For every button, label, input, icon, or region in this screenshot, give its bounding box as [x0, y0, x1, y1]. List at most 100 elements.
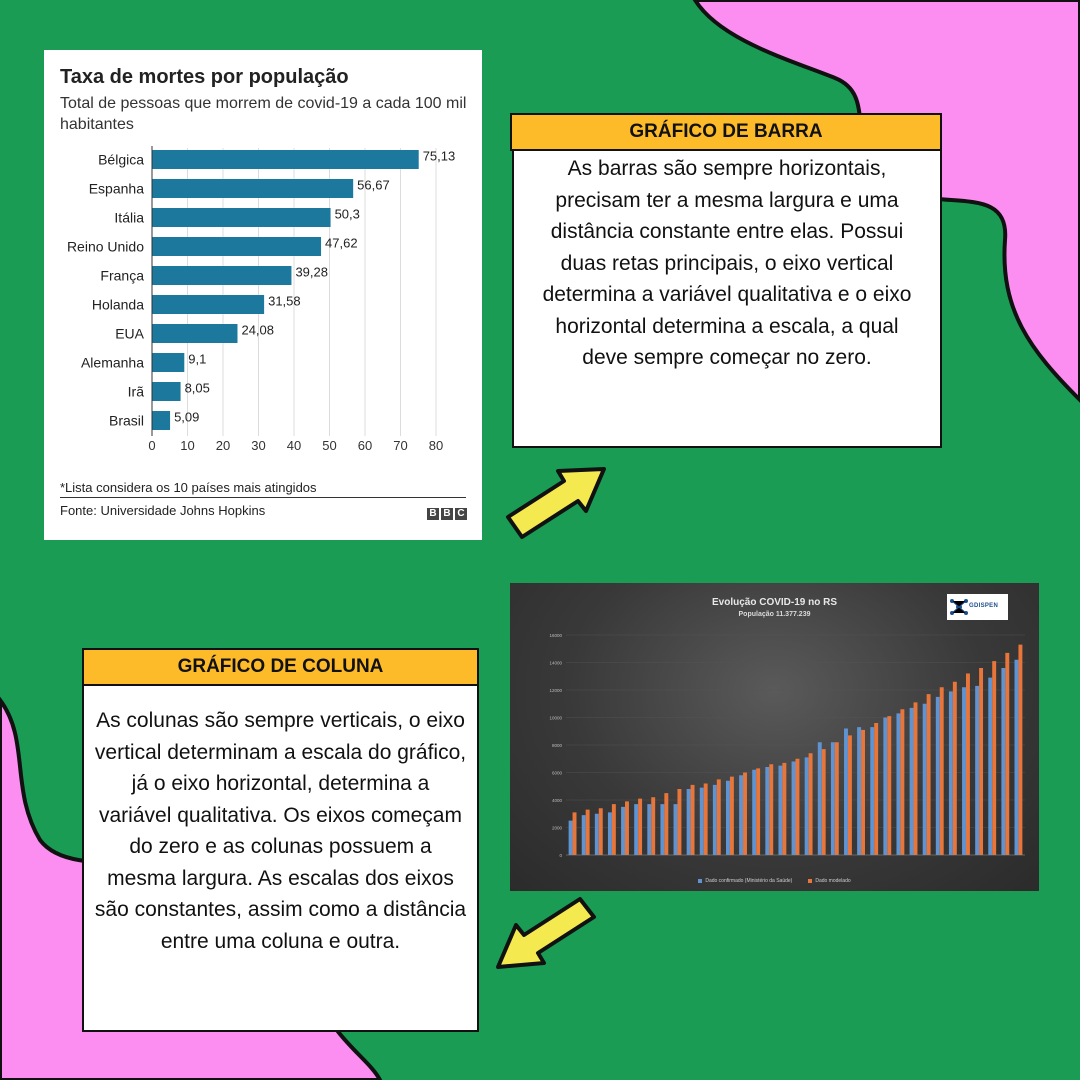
column — [677, 789, 682, 855]
x-tick-label: 30 — [251, 438, 265, 453]
column — [909, 707, 914, 855]
category-label: EUA — [115, 326, 144, 342]
bar-panel-header: GRÁFICO DE BARRA — [510, 113, 942, 151]
value-label: 39,28 — [295, 265, 328, 280]
gdispen-logo-text: GDISPEN — [969, 603, 999, 609]
column — [598, 808, 603, 855]
bar-chart-title: Taxa de mortes por população — [60, 66, 349, 88]
y-tick-label: 8000 — [552, 743, 563, 748]
value-label: 56,67 — [357, 178, 390, 193]
column — [795, 758, 800, 855]
column — [673, 804, 678, 855]
column — [778, 765, 783, 855]
legend-label: Dado confirmado (Ministério da Saúde) — [705, 878, 793, 884]
legend-label: Dado modelado — [815, 878, 851, 884]
y-tick-label: 16000 — [549, 633, 562, 638]
column — [651, 797, 656, 855]
bbc-logo-letter: B — [441, 508, 453, 520]
bar — [152, 237, 322, 256]
column — [791, 761, 796, 855]
y-tick-label: 12000 — [549, 688, 562, 693]
value-label: 5,09 — [174, 410, 199, 425]
column — [870, 727, 875, 855]
category-label: Reino Unido — [67, 239, 144, 255]
column-panel-text: As colunas são sempre verticais, o eixo … — [94, 709, 467, 953]
column — [634, 804, 639, 855]
bar — [152, 295, 265, 314]
column-chart-legend: Dado confirmado (Ministério da Saúde) Da… — [510, 878, 1039, 884]
column — [830, 742, 835, 855]
column — [975, 685, 980, 855]
column — [1005, 652, 1010, 855]
legend-item-modeled: Dado modelado — [808, 878, 851, 884]
column-panel-box: As colunas são sempre verticais, o eixo … — [82, 684, 479, 1032]
column — [821, 749, 826, 855]
column — [900, 709, 905, 855]
column — [690, 784, 695, 855]
column — [752, 769, 757, 855]
bar-chart-note: *Lista considera os 10 países mais ating… — [60, 480, 317, 495]
x-tick-label: 60 — [358, 438, 372, 453]
bbc-logo-letter: B — [427, 508, 439, 520]
column — [660, 804, 665, 855]
column — [703, 783, 708, 855]
bar — [152, 179, 354, 198]
column — [568, 820, 573, 855]
bar-chart-plot: 0 10 20 30 40 50 60 70 80 Bélgica 75,13 Espanha 56,6… — [67, 146, 456, 453]
column — [712, 784, 717, 855]
column — [861, 729, 866, 855]
column — [922, 703, 927, 855]
bar — [152, 324, 238, 343]
column — [572, 812, 577, 855]
bar-chart-source: Fonte: Universidade Johns Hopkins — [60, 503, 266, 518]
category-label: Espanha — [89, 181, 144, 197]
column — [756, 768, 761, 855]
column — [585, 809, 590, 855]
column — [948, 691, 953, 855]
y-tick-label: 6000 — [552, 771, 563, 776]
column — [988, 677, 993, 855]
category-label: Bélgica — [98, 152, 144, 168]
column-panel-header: GRÁFICO DE COLUNA — [82, 648, 479, 686]
column — [716, 779, 721, 855]
bar-panel-text: As barras são sempre horizontais, precis… — [542, 157, 912, 369]
column — [965, 673, 970, 855]
column — [625, 801, 629, 855]
column — [1018, 644, 1023, 855]
legend-item-confirmed: Dado confirmado (Ministério da Saúde) — [698, 878, 792, 884]
value-label: 31,58 — [268, 294, 301, 309]
column — [847, 735, 852, 855]
value-label: 75,13 — [423, 149, 456, 164]
bar — [152, 382, 181, 401]
bar — [152, 266, 292, 285]
column — [883, 717, 888, 855]
legend-swatch — [808, 878, 813, 883]
column-chart-title: Evolução COVID-19 no RS — [711, 597, 838, 608]
column — [844, 728, 848, 855]
bar — [152, 353, 185, 372]
bar-chart-divider — [60, 497, 466, 498]
column — [817, 742, 822, 855]
column — [962, 687, 966, 855]
y-tick-label: 14000 — [549, 661, 562, 666]
column — [611, 804, 616, 855]
bar-chart-panel: Taxa de mortes por população Total de pe… — [44, 50, 482, 540]
column — [664, 793, 669, 855]
bar-panel-box: As barras são sempre horizontais, precis… — [512, 149, 942, 448]
column-chart-subtitle: População 11.377.239 — [738, 611, 811, 618]
bar — [152, 208, 331, 227]
x-tick-label: 10 — [180, 438, 194, 453]
column — [926, 694, 931, 855]
bbc-logo-letter: C — [455, 508, 467, 520]
column — [769, 764, 774, 855]
column — [594, 813, 599, 855]
column — [804, 757, 809, 855]
column — [725, 780, 730, 855]
value-label: 50,3 — [335, 207, 360, 222]
column-chart-plot: 0 2000 4000 6000 8000 10000 12000 14000 16000 — [549, 633, 1025, 858]
column — [979, 668, 984, 855]
x-tick-label: 20 — [216, 438, 230, 453]
column — [1001, 668, 1006, 855]
column — [808, 753, 813, 855]
column — [581, 815, 586, 855]
